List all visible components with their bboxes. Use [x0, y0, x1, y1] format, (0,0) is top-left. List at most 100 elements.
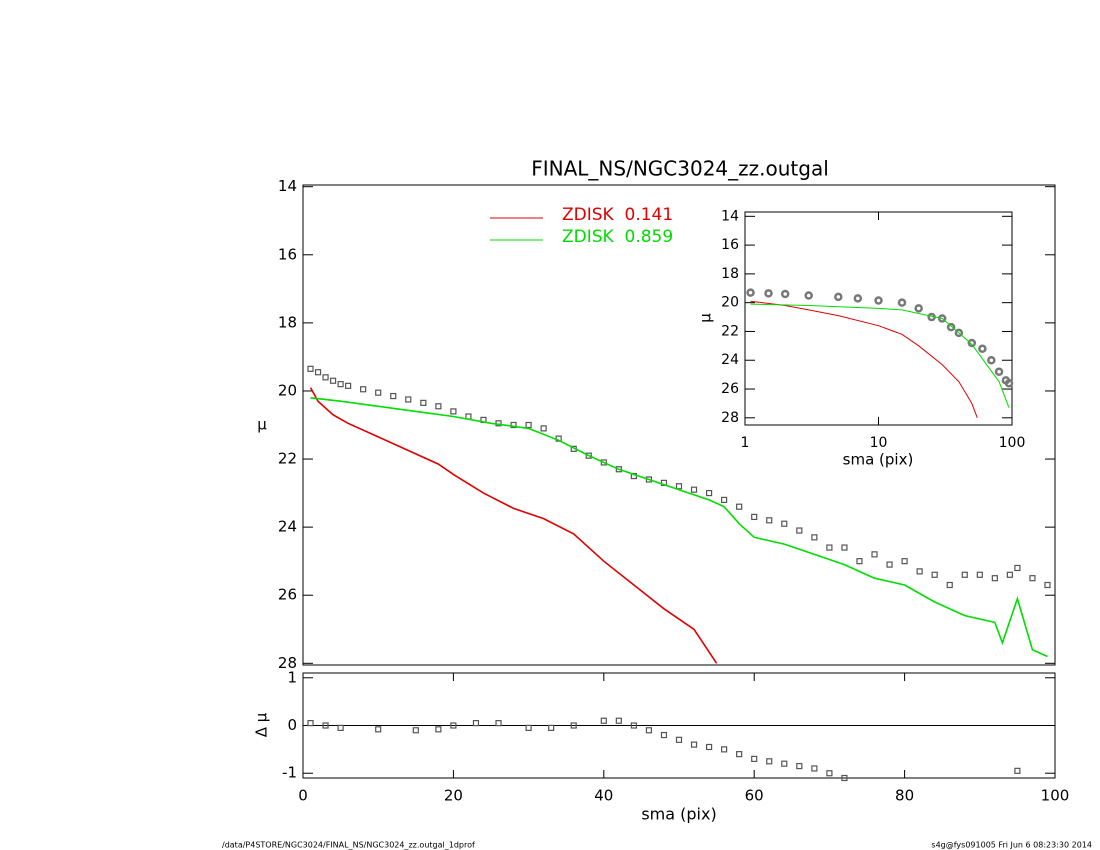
point	[690, 741, 698, 748]
point	[322, 374, 329, 381]
point	[525, 421, 532, 429]
x-tick-label: 20	[444, 787, 463, 805]
y-tick-label: 20	[721, 295, 739, 311]
point	[412, 727, 419, 734]
y-tick-label: 22	[278, 450, 297, 468]
plot-frame	[744, 211, 1013, 426]
point	[615, 466, 622, 473]
point	[495, 720, 502, 727]
point	[307, 365, 314, 372]
x-tick-label: 80	[895, 787, 914, 805]
x-tick-label: 1	[741, 435, 750, 451]
point	[886, 561, 893, 568]
point	[751, 755, 758, 763]
point	[1014, 767, 1021, 774]
point	[472, 720, 480, 727]
line	[310, 397, 1048, 658]
y-tick-label: -1	[282, 764, 297, 782]
point	[420, 399, 427, 406]
point	[764, 289, 773, 298]
point	[834, 292, 843, 302]
point	[705, 743, 713, 751]
point	[978, 344, 987, 353]
x-tick-label: 100	[1041, 787, 1070, 805]
line	[750, 300, 978, 418]
point	[337, 724, 344, 731]
point	[976, 571, 983, 578]
point	[1006, 571, 1013, 578]
point	[946, 322, 956, 332]
x-tick-label: 0	[298, 787, 308, 805]
footer-left: /data/P4STORE/NGC3024/FINAL_NS/NGC3024_z…	[222, 841, 475, 850]
point	[345, 382, 352, 389]
x-tick-label: 10	[870, 435, 888, 451]
point	[600, 717, 607, 724]
y-tick-label: 26	[721, 381, 739, 397]
x-tick-label: 100	[999, 435, 1026, 451]
point	[914, 304, 923, 313]
point	[826, 544, 833, 551]
y-tick-label: 26	[278, 586, 297, 604]
point	[897, 298, 907, 307]
y-tick-label: 24	[278, 518, 297, 536]
y-tick-label: 22	[721, 323, 739, 339]
point	[360, 386, 367, 393]
y-axis-label: Δ μ	[253, 712, 271, 737]
point	[405, 396, 412, 403]
y-tick-label: 14	[278, 177, 297, 195]
y-axis-label: μ	[697, 313, 715, 323]
point	[322, 722, 329, 729]
point	[901, 558, 908, 565]
y-tick-label: 14	[721, 208, 739, 224]
point	[660, 731, 668, 739]
point	[841, 774, 848, 782]
legend-label: ZDISK 0.141	[562, 205, 673, 225]
point	[841, 544, 848, 551]
y-tick-label: 28	[278, 654, 297, 672]
point	[780, 289, 790, 299]
point	[645, 727, 653, 734]
y-tick-label: 1	[287, 668, 297, 686]
point	[946, 581, 953, 589]
point	[954, 328, 964, 338]
point	[721, 746, 728, 753]
point	[435, 726, 442, 733]
point	[570, 722, 577, 729]
point	[856, 558, 863, 565]
point	[766, 758, 773, 765]
y-tick-label: 20	[278, 381, 297, 399]
y-axis-label: μ	[257, 416, 267, 434]
point	[600, 459, 607, 466]
point	[1014, 564, 1021, 572]
point	[796, 762, 803, 770]
point	[967, 338, 977, 348]
y-tick-label: 18	[721, 266, 739, 282]
point	[826, 770, 833, 777]
point	[994, 367, 1004, 376]
point	[751, 513, 758, 521]
y-tick-label: 16	[278, 245, 297, 263]
point	[690, 486, 698, 493]
point	[314, 369, 322, 376]
point	[525, 724, 532, 731]
point	[675, 483, 683, 490]
point	[811, 765, 818, 772]
point	[871, 551, 878, 558]
point	[435, 403, 442, 410]
point	[329, 377, 337, 384]
point	[804, 291, 813, 300]
point	[736, 503, 743, 510]
point	[781, 760, 788, 767]
point	[811, 534, 818, 541]
y-tick-label: 18	[278, 313, 297, 331]
point	[630, 722, 637, 729]
point	[675, 736, 683, 743]
point	[337, 381, 344, 388]
point	[375, 726, 382, 733]
point	[510, 421, 517, 429]
point	[585, 452, 592, 459]
x-tick-label: 40	[594, 787, 613, 805]
point	[766, 517, 773, 524]
point	[721, 496, 728, 503]
y-tick-label: 16	[721, 237, 739, 253]
